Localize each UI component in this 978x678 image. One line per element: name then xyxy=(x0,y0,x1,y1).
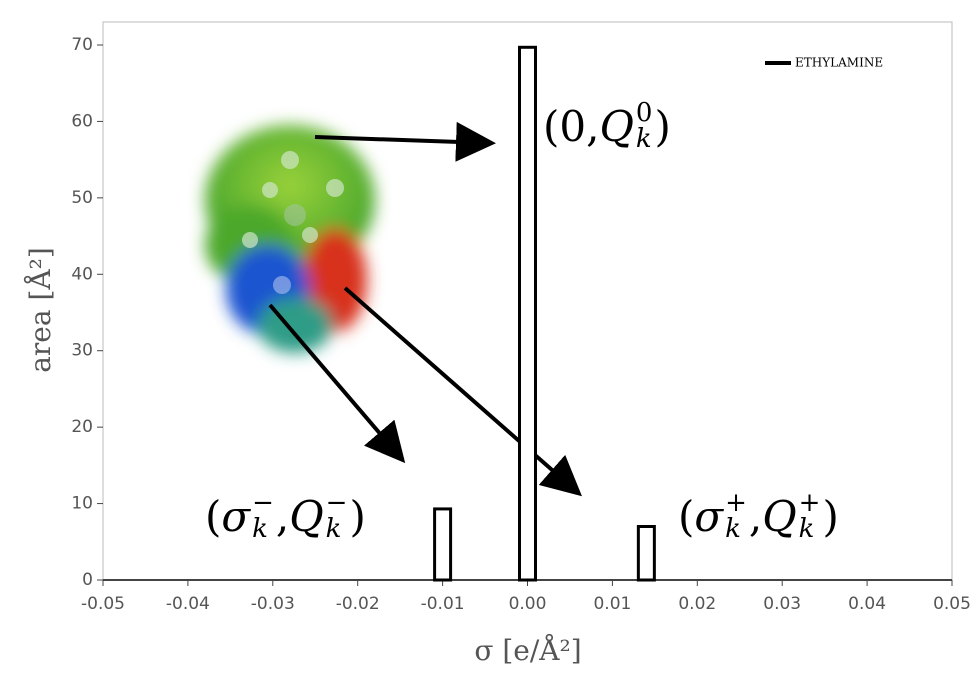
sub-sup: + k xyxy=(799,490,821,542)
annotation-text: ) xyxy=(822,491,839,541)
superscript: + xyxy=(798,488,821,518)
subscript: k xyxy=(252,514,268,544)
annotation-text: (0, xyxy=(543,101,600,151)
annotation-text: ) xyxy=(349,491,366,541)
y-tick-label: 30 xyxy=(71,341,93,361)
y-tick-label: 40 xyxy=(71,264,93,284)
annotation-symbol: Q xyxy=(599,101,634,151)
superscript: − xyxy=(325,488,348,518)
annotation-text: ( xyxy=(678,491,695,541)
sub-sup: − k xyxy=(326,490,348,542)
annotation-symbol: σ xyxy=(694,491,724,541)
bar xyxy=(518,45,537,582)
annotation-text: , xyxy=(748,491,763,541)
x-axis-label: σ [e/Å²] xyxy=(474,634,581,667)
y-axis-label: area [Å²] xyxy=(24,247,57,373)
y-tick-label: 60 xyxy=(71,111,93,131)
sub-sup: − k xyxy=(252,490,274,542)
annotation: (σ − k, Q − k) xyxy=(205,490,366,542)
x-tick-label: 0.02 xyxy=(678,594,716,614)
annotation-text: , xyxy=(275,491,290,541)
x-tick-label: -0.02 xyxy=(336,594,380,614)
x-tick-label: 0.05 xyxy=(933,594,971,614)
arrows xyxy=(268,121,583,497)
x-tick-label: -0.04 xyxy=(166,594,210,614)
annotation: (0, Q 0 k) xyxy=(543,100,671,152)
annotation-symbol: σ xyxy=(221,491,251,541)
superscript: + xyxy=(725,488,747,518)
sub-sup: + k xyxy=(725,490,747,542)
x-tick-label: 0.04 xyxy=(848,594,886,614)
subscript: k xyxy=(635,124,652,154)
x-tick-label: 0.01 xyxy=(593,594,631,614)
superscript: − xyxy=(252,488,274,518)
y-tick-label: 10 xyxy=(71,494,93,514)
subscript: k xyxy=(325,514,342,544)
bar xyxy=(636,525,656,582)
y-tick-label: 50 xyxy=(71,188,93,208)
legend-label: ETHYLAMINE xyxy=(795,56,883,70)
bar xyxy=(433,507,453,582)
annotation-symbol: Q xyxy=(762,491,797,541)
x-tick-label: -0.03 xyxy=(251,594,295,614)
y-tick-label: 20 xyxy=(71,417,93,437)
annotation-text: ) xyxy=(654,101,671,151)
annotation-symbol: Q xyxy=(289,491,324,541)
y-tick-label: 70 xyxy=(71,35,93,55)
x-tick-label: -0.01 xyxy=(421,594,465,614)
x-tick-label: 0.00 xyxy=(509,594,547,614)
superscript: 0 xyxy=(635,98,653,128)
annotation-text: ( xyxy=(205,491,222,541)
annotation: (σ + k, Q + k) xyxy=(678,490,839,542)
molecule xyxy=(205,125,375,353)
x-tick-label: 0.03 xyxy=(763,594,801,614)
x-tick-label: -0.05 xyxy=(81,594,125,614)
subscript: k xyxy=(725,514,741,544)
subscript: k xyxy=(798,514,815,544)
y-tick-label: 0 xyxy=(82,570,93,590)
